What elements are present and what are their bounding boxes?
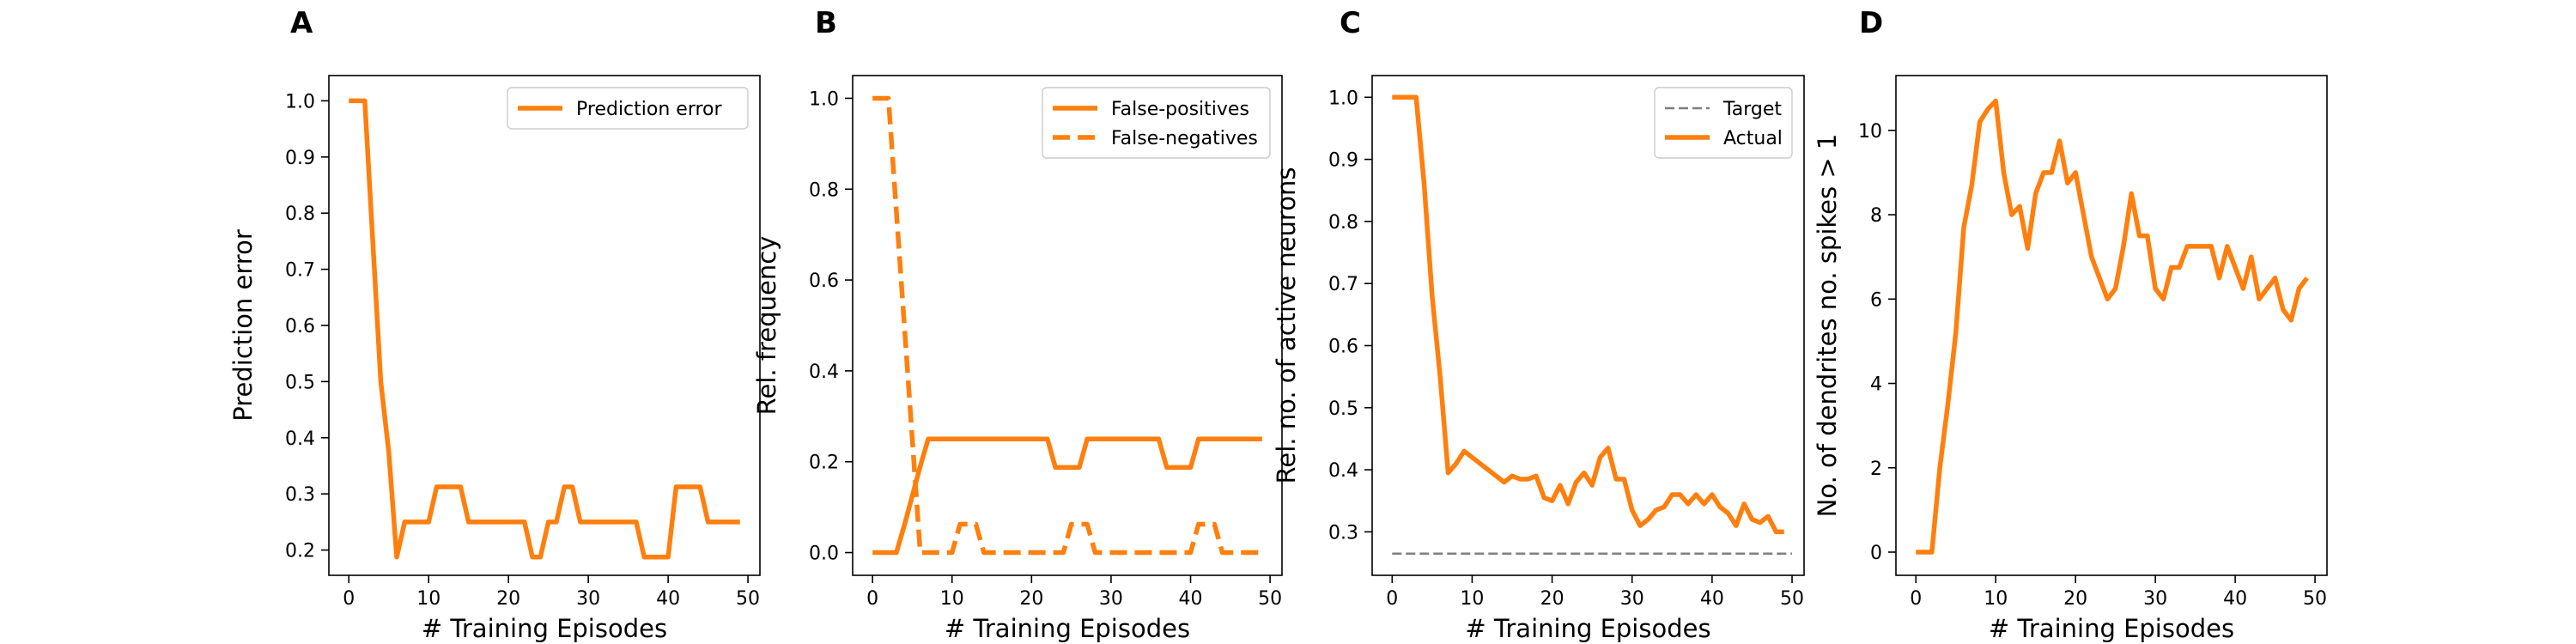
- x-tick-label: 30: [2143, 588, 2167, 610]
- x-tick-label: 0: [1386, 588, 1398, 610]
- y-tick-label: 10: [1858, 121, 1882, 143]
- legend: False-positives False-negatives: [1042, 87, 1271, 159]
- legend-label: Target: [1722, 99, 1782, 120]
- x-axis-label: # Training Episodes: [1989, 614, 2234, 643]
- panel-letter: D: [1859, 6, 1883, 40]
- panel-letter: A: [290, 6, 313, 40]
- x-tick-label: 10: [416, 588, 440, 610]
- y-tick-label: 0.2: [809, 453, 839, 474]
- x-axis-label: # Training Episodes: [422, 614, 667, 643]
- y-tick-label: 0.7: [285, 260, 315, 282]
- x-tick-label: 40: [2223, 588, 2247, 610]
- y-tick-label: 0.4: [285, 428, 315, 450]
- y-tick-label: 0.3: [1328, 522, 1358, 544]
- y-tick-label: 1.0: [809, 88, 839, 110]
- x-tick-label: 40: [656, 588, 680, 610]
- x-tick-label: 50: [2303, 588, 2327, 610]
- x-tick-label: 20: [1019, 588, 1043, 610]
- y-tick-label: 0.8: [809, 179, 839, 201]
- legend-box: [1042, 87, 1271, 159]
- y-tick-label: 0.4: [809, 361, 839, 383]
- x-tick-label: 10: [1984, 588, 2008, 610]
- x-tick-label: 30: [1099, 588, 1123, 610]
- x-tick-label: 20: [1540, 588, 1564, 610]
- y-tick-label: 1.0: [1328, 88, 1358, 109]
- x-tick-label: 50: [1258, 588, 1282, 610]
- legend-label: Actual: [1723, 128, 1783, 149]
- panel-a: A 0 10 20 30 40 50 0.2 0.3 0.4 0.5 0.6 0.7 0.8 0.9 1.0 #…: [228, 6, 761, 643]
- legend-label: False-positives: [1111, 99, 1249, 120]
- plot-frame: [1371, 75, 1805, 576]
- x-tick-label: 0: [1910, 588, 1922, 610]
- panel-c: C 0 10 20 30 40 50 0.3 0.4 0.5 0.6 0.7 0.8 0.9 1.0 # Tr…: [1272, 6, 1805, 643]
- x-tick-label: 0: [343, 588, 355, 610]
- y-tick-label: 1.0: [285, 91, 315, 112]
- series-line-values: [1916, 98, 2309, 555]
- panel-letter: B: [815, 6, 837, 40]
- x-axis-label: # Training Episodes: [1465, 614, 1710, 643]
- x-axis-label: # Training Episodes: [945, 614, 1190, 643]
- y-tick-label: 0.6: [1328, 336, 1358, 357]
- y-tick-label: 2: [1870, 459, 1882, 480]
- series-line-false-positives: [872, 436, 1262, 556]
- series-line-prediction-error: [349, 98, 740, 560]
- legend-label: False-negatives: [1111, 128, 1258, 149]
- y-axis-label: No. of dendrites no. spikes > 1: [1813, 134, 1842, 518]
- y-axis-label: Rel. frequency: [752, 236, 781, 416]
- legend-label: Prediction error: [576, 99, 722, 120]
- x-tick-label: 40: [1700, 588, 1724, 610]
- legend-box: [507, 87, 749, 130]
- panel-d: D 0 10 20 30 40 50 0 2 4 6 8 10 # Training Episodes No…: [1813, 6, 2328, 643]
- y-axis-label: Rel. no. of active neurons: [1272, 167, 1301, 484]
- x-tick-label: 40: [1179, 588, 1203, 610]
- plot-frame: [1895, 75, 2328, 576]
- series-line-false-negatives: [872, 95, 1262, 556]
- y-tick-label: 0.7: [1328, 274, 1358, 295]
- series-line-actual: [1392, 94, 1784, 535]
- panel-b: B 0 10 20 30 40 50 0.0 0.2 0.4 0.6 0.8 1.0 # Training…: [752, 6, 1283, 643]
- y-axis-label: Prediction error: [228, 229, 258, 422]
- y-tick-label: 0.5: [1328, 398, 1358, 420]
- y-tick-label: 0.5: [285, 372, 315, 393]
- y-tick-label: 6: [1870, 289, 1882, 311]
- y-tick-label: 8: [1870, 205, 1882, 227]
- legend: Prediction error: [507, 87, 749, 130]
- panel-letter: C: [1340, 6, 1361, 40]
- y-tick-label: 0.0: [809, 544, 839, 565]
- y-tick-label: 0.9: [1328, 150, 1358, 172]
- x-tick-label: 10: [940, 588, 964, 610]
- y-tick-label: 0.4: [1328, 460, 1358, 482]
- x-tick-label: 0: [866, 588, 878, 610]
- x-tick-label: 50: [736, 588, 760, 610]
- x-tick-label: 10: [1460, 588, 1484, 610]
- y-tick-label: 0.9: [285, 148, 315, 169]
- y-tick-label: 0.8: [285, 204, 315, 225]
- y-tick-label: 4: [1870, 374, 1882, 396]
- y-tick-label: 0: [1870, 543, 1882, 564]
- x-tick-label: 20: [2063, 588, 2087, 610]
- plot-frame: [852, 75, 1283, 576]
- x-tick-label: 50: [1780, 588, 1804, 610]
- legend: Target Actual: [1654, 87, 1793, 159]
- y-tick-label: 0.6: [285, 316, 315, 337]
- x-tick-label: 30: [576, 588, 600, 610]
- y-tick-label: 0.8: [1328, 212, 1358, 234]
- x-tick-label: 20: [496, 588, 520, 610]
- legend-box: [1654, 87, 1793, 159]
- y-tick-label: 0.6: [809, 270, 839, 292]
- x-tick-label: 30: [1620, 588, 1644, 610]
- y-tick-label: 0.2: [285, 541, 315, 562]
- y-tick-label: 0.3: [285, 484, 315, 506]
